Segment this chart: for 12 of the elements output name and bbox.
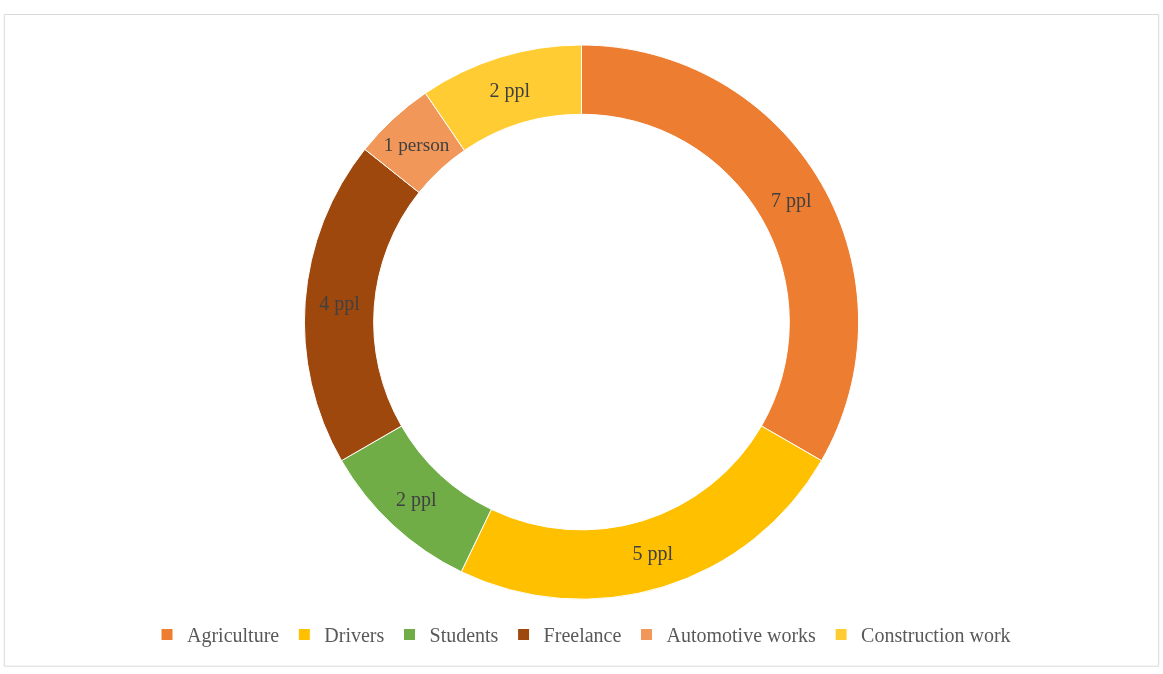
data-label: 1 person bbox=[383, 133, 450, 155]
legend-label: Students bbox=[429, 624, 499, 647]
legend-label: Construction work bbox=[861, 624, 1011, 647]
data-label: 5 ppl bbox=[632, 542, 674, 566]
data-label: 2 ppl bbox=[489, 78, 531, 102]
data-label: 7 ppl bbox=[770, 189, 812, 213]
legend-label: Drivers bbox=[324, 624, 385, 647]
data-label: 4 ppl bbox=[319, 292, 361, 316]
legend-label: Agriculture bbox=[187, 624, 280, 648]
data-label: 2 ppl bbox=[396, 488, 438, 512]
legend-label: Automotive works bbox=[666, 624, 817, 647]
legend-label: Freelance bbox=[543, 624, 622, 647]
